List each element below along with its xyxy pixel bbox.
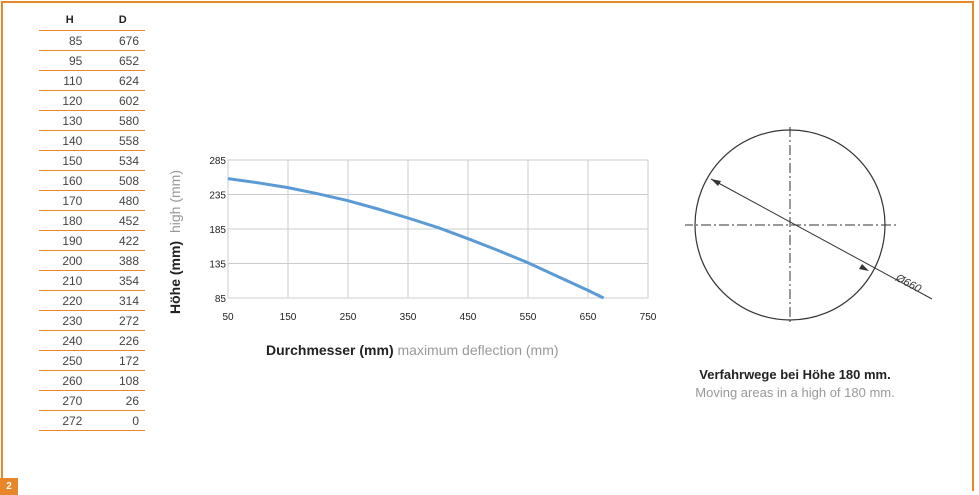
table-row: 95 652 bbox=[39, 50, 145, 71]
x-tick-label: 450 bbox=[460, 312, 477, 323]
cell-h: 210 bbox=[39, 270, 101, 291]
y-axis-label-de: Höhe (mm) bbox=[167, 241, 183, 314]
table-row: 130 580 bbox=[39, 110, 145, 131]
diameter-line bbox=[710, 178, 933, 300]
cell-h: 272 bbox=[39, 410, 101, 431]
x-tick-label: 250 bbox=[340, 312, 357, 323]
cell-d: 480 bbox=[100, 190, 145, 211]
cell-h: 240 bbox=[39, 330, 101, 351]
table-row: 210 354 bbox=[39, 270, 145, 291]
cell-h: 230 bbox=[39, 310, 101, 331]
table-row: 260 108 bbox=[39, 370, 145, 391]
cell-d: 652 bbox=[100, 50, 145, 71]
x-tick-label: 350 bbox=[400, 312, 417, 323]
table-row: 230 272 bbox=[39, 310, 145, 331]
table-row: 220 314 bbox=[39, 290, 145, 311]
caption-de: Verfahrwege bei Höhe 180 mm. bbox=[699, 367, 891, 382]
cell-d: 558 bbox=[100, 130, 145, 151]
cell-h: 250 bbox=[39, 350, 101, 371]
table-row: 240 226 bbox=[39, 330, 145, 351]
y-tick-label: 85 bbox=[215, 294, 227, 305]
cell-h: 200 bbox=[39, 250, 101, 271]
cell-h: 130 bbox=[39, 110, 101, 131]
table-row: 160 508 bbox=[39, 170, 145, 191]
table-row: 110 624 bbox=[39, 70, 145, 91]
cell-d: 508 bbox=[100, 170, 145, 191]
cell-d: 272 bbox=[100, 310, 145, 331]
table-row: 150 534 bbox=[39, 150, 145, 171]
cell-d: 26 bbox=[100, 390, 145, 411]
y-axis-label-en: high (mm) bbox=[167, 170, 183, 233]
cell-d: 226 bbox=[100, 330, 145, 351]
x-tick-label: 650 bbox=[580, 312, 597, 323]
x-tick-label: 550 bbox=[520, 312, 537, 323]
table-row: 250 172 bbox=[39, 350, 145, 371]
table-header-d: D bbox=[100, 10, 145, 31]
cell-h: 190 bbox=[39, 230, 101, 251]
table-row: 180 452 bbox=[39, 210, 145, 231]
cell-d: 354 bbox=[100, 270, 145, 291]
cell-d: 580 bbox=[100, 110, 145, 131]
cell-d: 676 bbox=[100, 30, 145, 51]
cell-h: 170 bbox=[39, 190, 101, 211]
y-tick-label: 285 bbox=[209, 156, 226, 167]
moving-area-diagram: Ø660 bbox=[685, 127, 933, 325]
cell-h: 260 bbox=[39, 370, 101, 391]
table-header-h: H bbox=[39, 10, 101, 31]
svg-text:Höhe (mm) high (mm): Höhe (mm) high (mm) bbox=[167, 170, 183, 314]
cell-d: 0 bbox=[100, 410, 145, 431]
x-tick-label: 50 bbox=[222, 312, 234, 323]
cell-h: 140 bbox=[39, 130, 101, 151]
y-tick-label: 235 bbox=[209, 191, 226, 202]
table-row: 200 388 bbox=[39, 250, 145, 271]
table-row: 272 0 bbox=[39, 410, 145, 431]
cell-h: 85 bbox=[39, 30, 101, 51]
x-axis-label: Durchmesser (mm) maximum deflection (mm) bbox=[266, 342, 559, 358]
arrowhead-top bbox=[711, 179, 721, 186]
cell-d: 388 bbox=[100, 250, 145, 271]
cell-h: 120 bbox=[39, 90, 101, 111]
cell-h: 150 bbox=[39, 150, 101, 171]
x-tick-label: 150 bbox=[280, 312, 297, 323]
cell-d: 422 bbox=[100, 230, 145, 251]
y-tick-label: 185 bbox=[209, 225, 226, 236]
cell-d: 108 bbox=[100, 370, 145, 391]
table-row: 170 480 bbox=[39, 190, 145, 211]
cell-h: 180 bbox=[39, 210, 101, 231]
table-row: 270 26 bbox=[39, 390, 145, 411]
page-number-badge: 2 bbox=[0, 478, 18, 495]
table-row: 85 676 bbox=[39, 30, 145, 51]
y-tick-label: 135 bbox=[209, 260, 226, 271]
cell-d: 534 bbox=[100, 150, 145, 171]
arrowhead-bottom bbox=[859, 264, 869, 271]
cell-h: 110 bbox=[39, 70, 101, 91]
caption-en: Moving areas in a high of 180 mm. bbox=[695, 385, 895, 400]
table-header-row: H D bbox=[39, 10, 145, 31]
x-tick-label: 750 bbox=[640, 312, 657, 323]
cell-h: 220 bbox=[39, 290, 101, 311]
cell-d: 602 bbox=[100, 90, 145, 111]
x-axis-label-de: Durchmesser (mm) bbox=[266, 342, 394, 358]
x-tick-labels: 50 150 250 350 450 550 650 750 bbox=[222, 312, 656, 323]
diagram-caption: Verfahrwege bei Höhe 180 mm. Moving area… bbox=[660, 366, 930, 402]
cell-d: 452 bbox=[100, 210, 145, 231]
height-diameter-table: H D 85 676 95 652 110 624 120 602 130 580 140 558 15… bbox=[39, 10, 145, 431]
cell-h: 95 bbox=[39, 50, 101, 71]
table-row: 140 558 bbox=[39, 130, 145, 151]
cell-d: 624 bbox=[100, 70, 145, 91]
cell-h: 270 bbox=[39, 390, 101, 411]
x-axis-label-en: maximum deflection (mm) bbox=[397, 342, 559, 358]
y-tick-labels: 285 235 185 135 85 bbox=[209, 156, 226, 305]
cell-h: 160 bbox=[39, 170, 101, 191]
table-body: 85 676 95 652 110 624 120 602 130 580 140 558 150 534… bbox=[39, 30, 145, 431]
cell-d: 314 bbox=[100, 290, 145, 311]
table-row: 120 602 bbox=[39, 90, 145, 111]
table-row: 190 422 bbox=[39, 230, 145, 251]
deflection-chart: Höhe (mm) high (mm) 285 235 185 135 85 50 150… bbox=[167, 156, 657, 323]
chart-grid bbox=[227, 159, 649, 299]
deflection-curve bbox=[227, 177, 605, 300]
cell-d: 172 bbox=[100, 350, 145, 371]
y-axis-label: Höhe (mm) high (mm) bbox=[167, 170, 183, 314]
